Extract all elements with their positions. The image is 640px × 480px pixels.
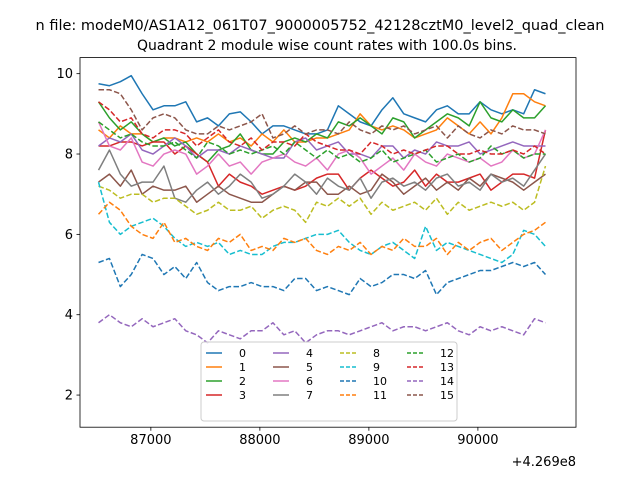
legend-label-8: 8 — [373, 347, 380, 360]
legend-label-14: 14 — [440, 375, 454, 388]
series-line-13 — [98, 101, 546, 155]
legend-label-11: 11 — [373, 389, 387, 402]
series-line-15 — [98, 88, 546, 139]
legend-label-12: 12 — [440, 347, 454, 360]
series-line-8 — [98, 165, 547, 224]
series-line-11 — [97, 201, 546, 256]
series-line-10 — [98, 253, 547, 296]
x-tick-label: 88000 — [239, 433, 280, 448]
legend-label-15: 15 — [440, 389, 454, 402]
series-line-4 — [98, 133, 546, 159]
legend-label-4: 4 — [306, 347, 313, 360]
plot-frame — [79, 57, 577, 428]
series-line-5 — [98, 169, 546, 203]
series-line-14 — [98, 313, 546, 344]
series-line-12 — [98, 121, 546, 163]
legend-label-13: 13 — [440, 361, 454, 374]
y-tick-label: 6 — [65, 228, 73, 243]
series-line-1 — [98, 93, 546, 147]
legend-label-7: 7 — [306, 389, 313, 402]
legend-label-6: 6 — [306, 375, 313, 388]
legend-label-10: 10 — [373, 375, 387, 388]
legend-label-5: 5 — [306, 361, 313, 374]
legend-label-3: 3 — [239, 389, 246, 402]
legend-label-1: 1 — [239, 361, 246, 374]
y-tick-label: 10 — [56, 67, 73, 82]
x-offset-text: +4.269e8 — [512, 455, 576, 470]
legend-label-2: 2 — [239, 375, 246, 388]
legend-label-0: 0 — [239, 347, 246, 360]
series-line-2 — [97, 101, 547, 163]
chart-title: Quadrant 2 module wise count rates with … — [137, 38, 517, 54]
x-tick-label: 90000 — [457, 433, 498, 448]
legend-label-9: 9 — [373, 361, 380, 374]
figure-suptitle: n file: modeM0/AS1A12_061T07_9000005752_… — [36, 18, 605, 34]
series-line-3 — [98, 129, 547, 195]
series-line-0 — [98, 74, 546, 135]
y-tick-label: 8 — [65, 148, 73, 163]
axis-layer: 87000 88000 89000 90000 2 4 6 8 10 — [56, 67, 498, 448]
y-tick-label: 2 — [65, 389, 73, 404]
series-line-7 — [97, 149, 547, 203]
series-line-9 — [97, 181, 547, 264]
x-tick-label: 87000 — [130, 433, 171, 448]
legend-box — [200, 341, 458, 422]
series-layer — [97, 74, 547, 344]
y-tick-label: 4 — [65, 308, 73, 323]
x-tick-label: 89000 — [348, 433, 389, 448]
